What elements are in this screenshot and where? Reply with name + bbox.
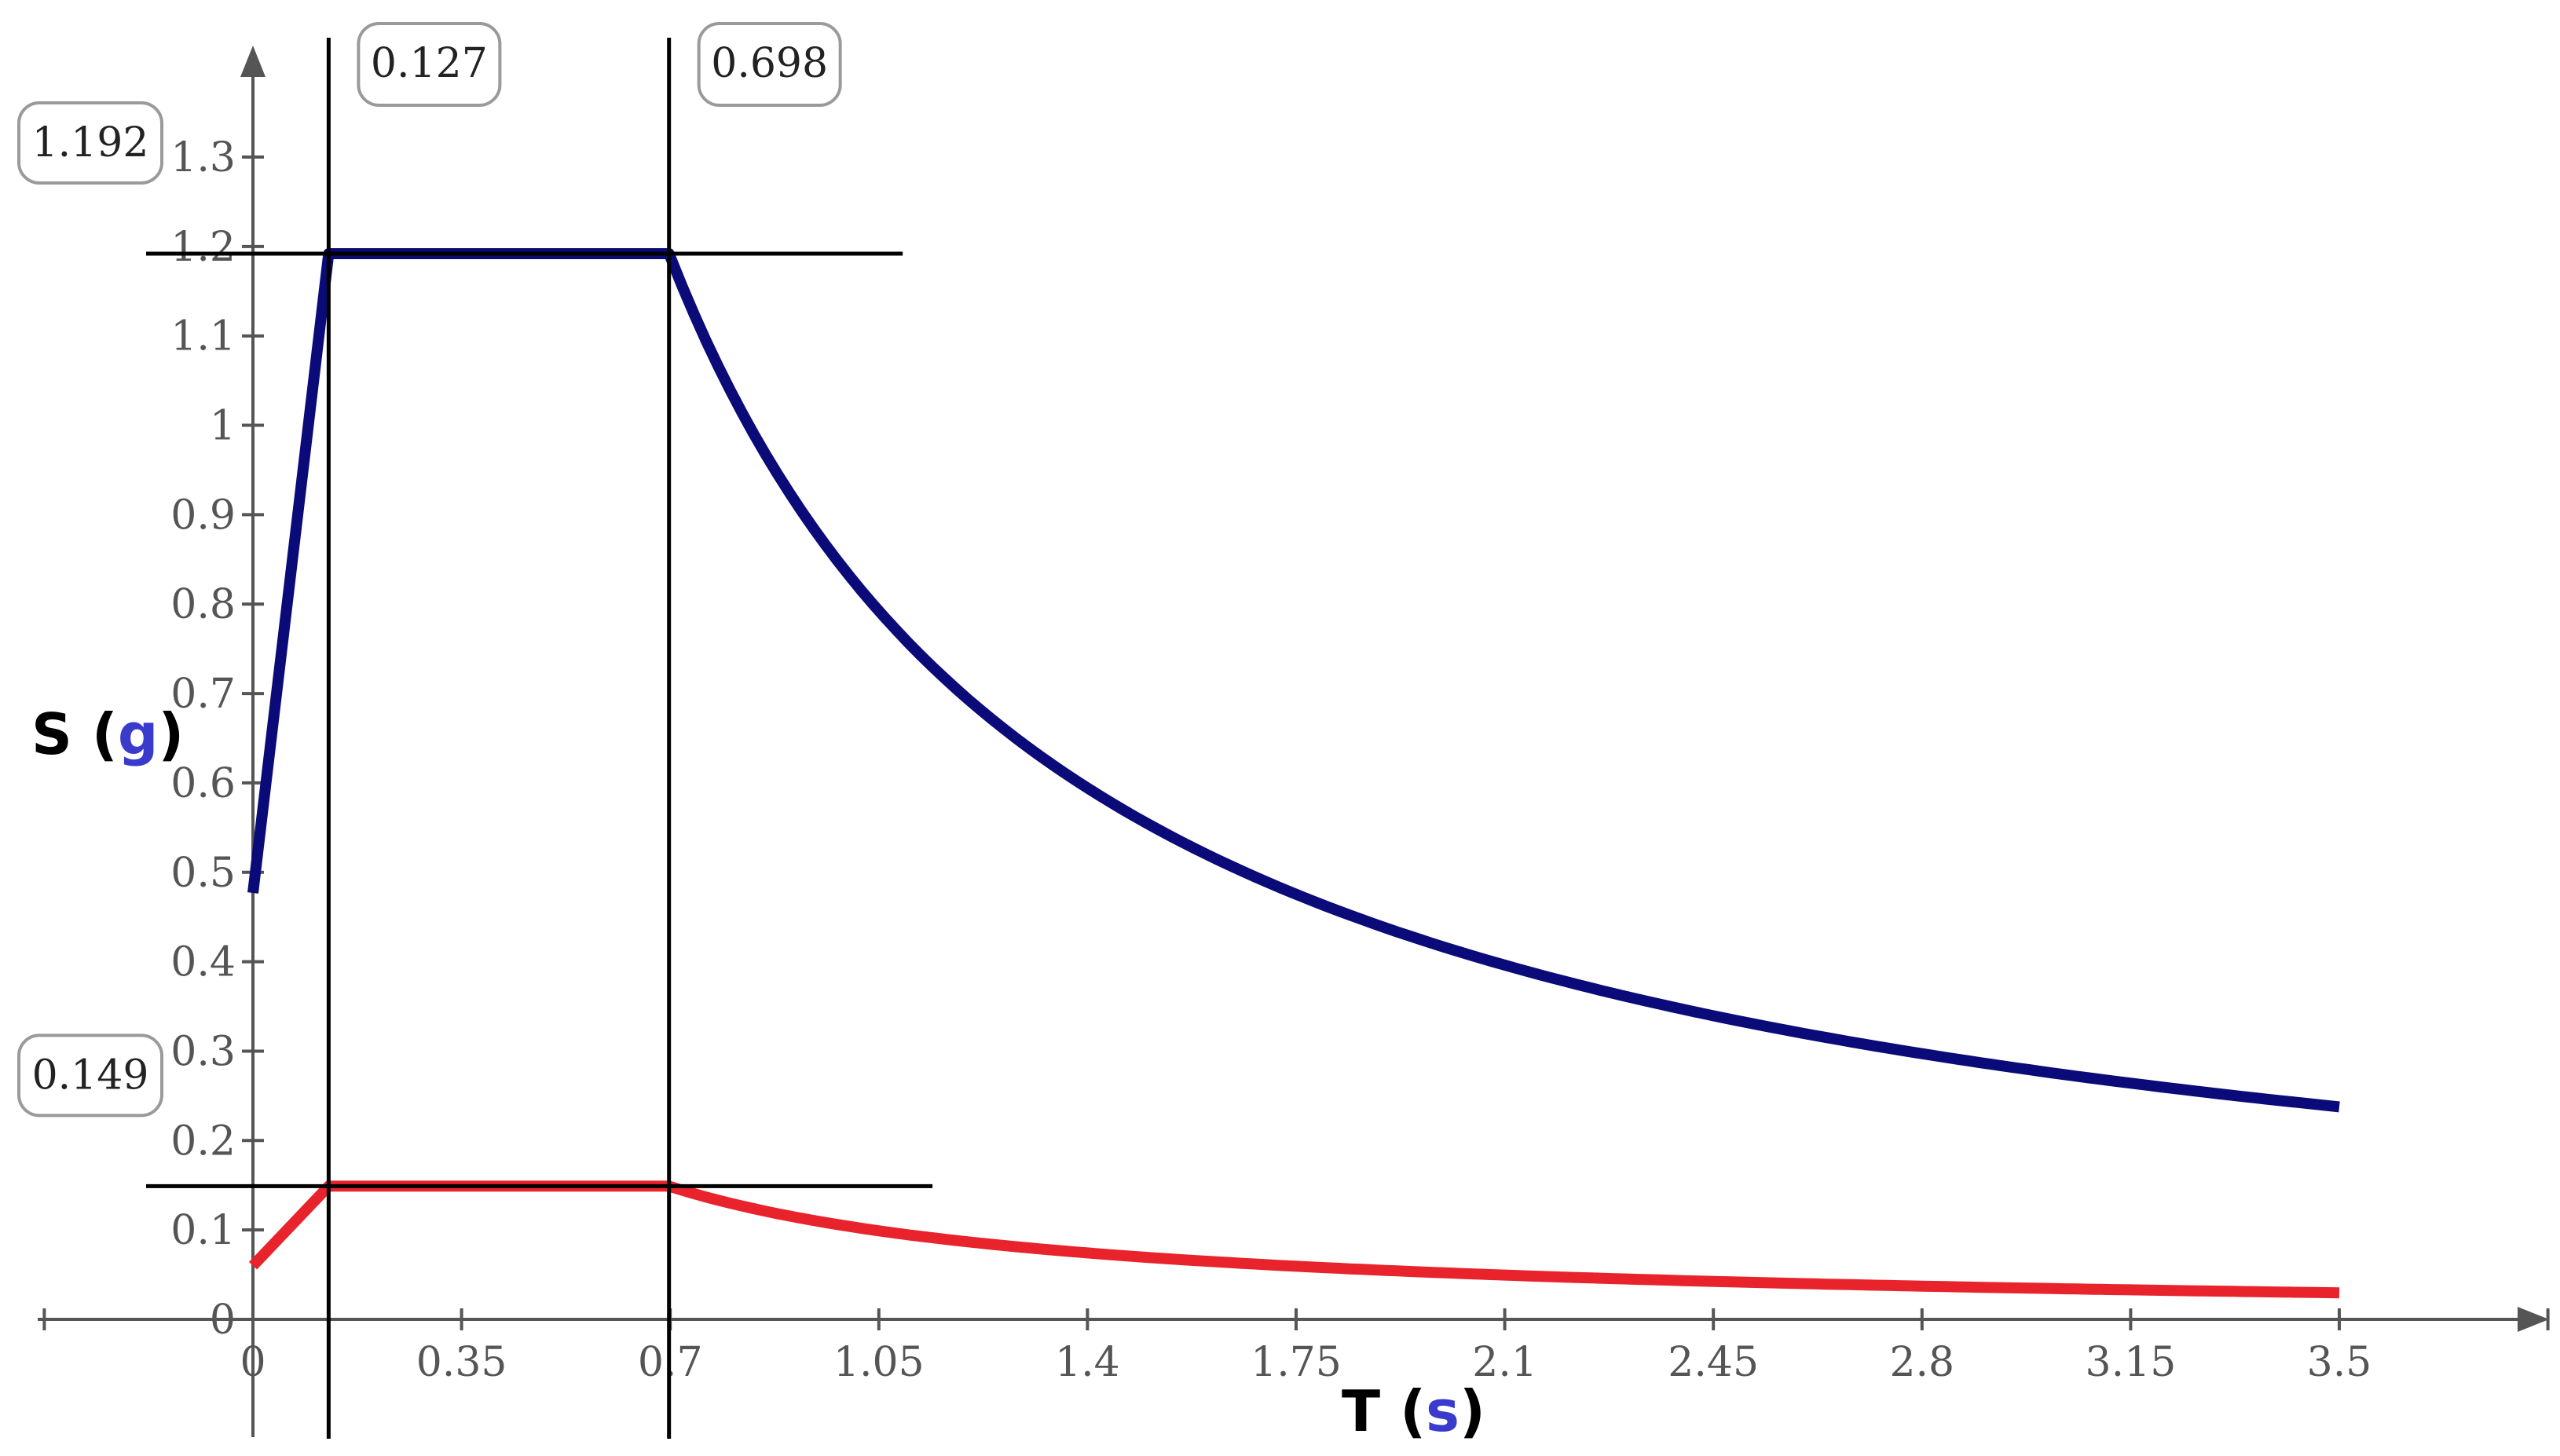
x-tick-label: 0: [240, 1339, 266, 1386]
x-tick-label: 1.75: [1251, 1339, 1342, 1386]
y-tick-label: 0.4: [170, 939, 236, 986]
y-axis-unit: g: [118, 701, 159, 767]
y-axis-arrow: [240, 46, 266, 77]
x-tick-label: 1.05: [833, 1339, 925, 1386]
x-tick-label: 3.5: [2307, 1339, 2372, 1386]
y-tick-label: 0.9: [170, 492, 236, 539]
horizontal-marker-box: [17, 101, 163, 185]
x-tick-label: 2.8: [1889, 1339, 1954, 1386]
y-axis-main: S: [31, 701, 72, 767]
y-tick-label: 1: [210, 403, 236, 450]
marker-readouts: 0.127 0.698 1.192 0.149: [17, 22, 842, 1118]
horizontal-marker-value: 0.149: [32, 1052, 149, 1099]
vertical-marker-value: 0.698: [711, 40, 828, 87]
y-tick-label: 1.2: [170, 224, 236, 271]
vertical-marker-box: [357, 22, 502, 107]
x-tick-label: 0.35: [416, 1339, 507, 1386]
y-axis-title: S (g): [31, 701, 184, 767]
y-tick-label: 0: [210, 1297, 236, 1344]
y-tick-label: 1.3: [170, 134, 236, 181]
vertical-marker-box: [697, 22, 842, 107]
y-tick-label: 0.5: [170, 850, 236, 897]
y-tick-label: 0.7: [170, 671, 236, 718]
y-tick-label: 0.6: [170, 760, 236, 807]
tick-labels: 0 0.35 0.7 1.05 1.4 1.75 2.1 2.45 2.8 3.15 3.5 0 0.1…: [170, 134, 2371, 1386]
x-axis-title: T (s): [1342, 1378, 1485, 1444]
x-tick-label: 3.15: [2086, 1339, 2177, 1386]
vertical-marker-value: 0.127: [371, 40, 488, 87]
x-tick-label: 1.4: [1055, 1339, 1120, 1386]
series-line-1: [247, 248, 2340, 1113]
horizontal-marker-box: [17, 1033, 163, 1118]
x-axis-unit: s: [1426, 1378, 1459, 1444]
x-tick-label: 2.45: [1668, 1339, 1759, 1386]
y-tick-label: 0.1: [170, 1207, 236, 1254]
horizontal-marker-value: 1.192: [32, 119, 149, 166]
y-tick-label: 0.3: [170, 1028, 236, 1075]
series-lines: [247, 248, 2340, 1299]
x-axis-arrow: [2518, 1307, 2549, 1332]
y-tick-label: 0.8: [170, 581, 236, 628]
x-axis-main: T: [1342, 1378, 1380, 1444]
y-tick-label: 0.2: [170, 1118, 236, 1165]
y-tick-label: 1.1: [170, 313, 236, 360]
x-tick-label: 2.1: [1472, 1339, 1537, 1386]
series-line-2: [248, 1180, 2340, 1299]
marker-lines: [146, 38, 933, 1439]
